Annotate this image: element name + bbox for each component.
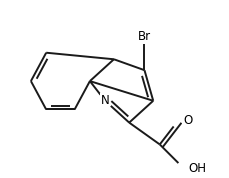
- Text: Br: Br: [137, 30, 150, 43]
- Text: O: O: [182, 114, 191, 127]
- Text: N: N: [100, 94, 109, 107]
- Text: OH: OH: [188, 162, 206, 175]
